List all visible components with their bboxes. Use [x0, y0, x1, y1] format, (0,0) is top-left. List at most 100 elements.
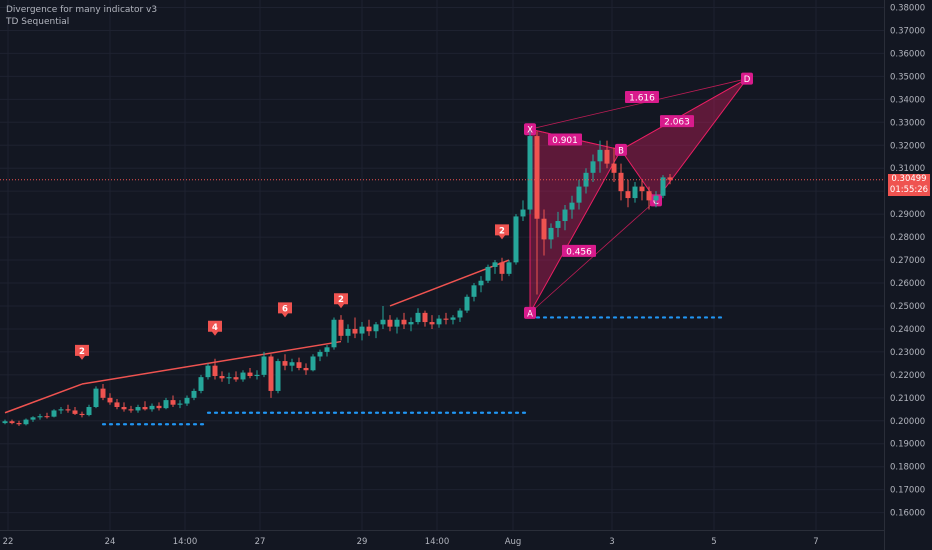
- candle-up[interactable]: [555, 221, 561, 228]
- price-axis[interactable]: 0.38000 0.37000 0.36000 0.35000 0.34000 0.330…: [884, 0, 932, 550]
- candle-down[interactable]: [338, 319, 344, 336]
- candle-up[interactable]: [576, 186, 582, 203]
- candle-up[interactable]: [520, 209, 526, 217]
- candle-down[interactable]: [219, 376, 225, 379]
- candle-up[interactable]: [569, 202, 575, 210]
- candle-down[interactable]: [9, 421, 15, 424]
- candle-up[interactable]: [527, 136, 533, 210]
- candle-down[interactable]: [429, 322, 435, 325]
- candle-up[interactable]: [198, 377, 204, 391]
- candle-up[interactable]: [415, 312, 421, 323]
- candle-down[interactable]: [170, 400, 176, 405]
- candle-up[interactable]: [30, 417, 36, 420]
- candle-down[interactable]: [296, 362, 302, 368]
- candle-up[interactable]: [485, 266, 491, 281]
- candle-up[interactable]: [86, 407, 92, 416]
- candle-down[interactable]: [534, 136, 540, 219]
- candle-down[interactable]: [611, 163, 617, 173]
- candle-up[interactable]: [149, 405, 155, 410]
- candle-down[interactable]: [142, 407, 148, 410]
- candle-up[interactable]: [310, 356, 316, 371]
- candle-up[interactable]: [177, 403, 183, 405]
- candle-down[interactable]: [114, 402, 120, 408]
- pattern-point-box[interactable]: [615, 143, 627, 156]
- candle-up[interactable]: [2, 421, 8, 424]
- candle-up[interactable]: [191, 390, 197, 398]
- candle-up[interactable]: [345, 328, 351, 336]
- candle-down[interactable]: [79, 413, 85, 416]
- candle-up[interactable]: [226, 377, 232, 379]
- candle-up[interactable]: [331, 319, 337, 348]
- candle-up[interactable]: [135, 407, 141, 411]
- candle-down[interactable]: [156, 405, 162, 409]
- candle-down[interactable]: [233, 377, 239, 380]
- pattern-point-box[interactable]: [524, 123, 536, 136]
- candle-up[interactable]: [324, 347, 330, 352]
- candle-up[interactable]: [471, 285, 477, 297]
- candle-up[interactable]: [436, 318, 442, 325]
- candle-down[interactable]: [212, 365, 218, 377]
- candle-up[interactable]: [163, 400, 169, 409]
- candle-down[interactable]: [541, 218, 547, 240]
- candle-down[interactable]: [352, 328, 358, 334]
- candle-down[interactable]: [282, 361, 288, 366]
- candle-down[interactable]: [128, 409, 134, 411]
- candle-up[interactable]: [380, 319, 386, 325]
- candle-up[interactable]: [506, 262, 512, 274]
- candle-up[interactable]: [408, 322, 414, 325]
- indicator-divergence-label[interactable]: Divergence for many indicator v3: [6, 5, 158, 15]
- candle-up[interactable]: [562, 209, 568, 222]
- candle-up[interactable]: [205, 365, 211, 378]
- time-axis[interactable]: 22 24 14:00 27 29 14:00 Aug 3 5 7: [0, 530, 884, 548]
- candle-up[interactable]: [275, 361, 281, 391]
- candle-up[interactable]: [184, 397, 190, 404]
- candle-down[interactable]: [639, 186, 645, 192]
- candle-down[interactable]: [44, 416, 50, 418]
- candle-down[interactable]: [667, 177, 673, 180]
- candle-up[interactable]: [93, 388, 99, 408]
- candle-up[interactable]: [464, 296, 470, 311]
- candle-up[interactable]: [359, 326, 365, 334]
- candle-up[interactable]: [240, 372, 246, 380]
- candle-down[interactable]: [604, 149, 610, 164]
- candle-up[interactable]: [590, 161, 596, 173]
- candle-down[interactable]: [401, 319, 407, 325]
- candle-down[interactable]: [625, 191, 631, 199]
- candle-up[interactable]: [58, 409, 64, 411]
- candle-down[interactable]: [443, 318, 449, 320]
- candle-down[interactable]: [107, 397, 113, 403]
- candle-up[interactable]: [394, 319, 400, 327]
- candle-down[interactable]: [366, 326, 372, 332]
- candle-down[interactable]: [646, 191, 652, 201]
- candle-down[interactable]: [422, 312, 428, 323]
- candle-up[interactable]: [317, 351, 323, 357]
- candle-down[interactable]: [16, 423, 22, 425]
- candle-down[interactable]: [618, 172, 624, 192]
- candle-up[interactable]: [653, 195, 659, 201]
- pattern-point-box[interactable]: [741, 72, 753, 85]
- candle-up[interactable]: [37, 416, 43, 418]
- pattern-point-box[interactable]: [524, 306, 536, 319]
- candle-down[interactable]: [100, 388, 106, 398]
- candle-down[interactable]: [247, 372, 253, 377]
- candle-down[interactable]: [387, 319, 393, 327]
- candle-up[interactable]: [51, 410, 57, 417]
- candle-up[interactable]: [492, 262, 498, 267]
- candle-up[interactable]: [548, 227, 554, 240]
- candle-down[interactable]: [72, 410, 78, 414]
- candle-down[interactable]: [499, 262, 505, 274]
- candles[interactable]: [2, 131, 673, 426]
- candle-down[interactable]: [303, 367, 309, 371]
- candle-up[interactable]: [597, 149, 603, 162]
- candle-up[interactable]: [513, 216, 519, 263]
- candle-up[interactable]: [289, 362, 295, 366]
- candle-up[interactable]: [373, 324, 379, 332]
- candle-up[interactable]: [450, 317, 456, 320]
- indicator-td-sequential-label[interactable]: TD Sequential: [6, 17, 70, 27]
- candle-down[interactable]: [65, 409, 71, 411]
- candle-up[interactable]: [632, 186, 638, 199]
- candle-up[interactable]: [660, 177, 666, 196]
- candle-up[interactable]: [254, 374, 260, 377]
